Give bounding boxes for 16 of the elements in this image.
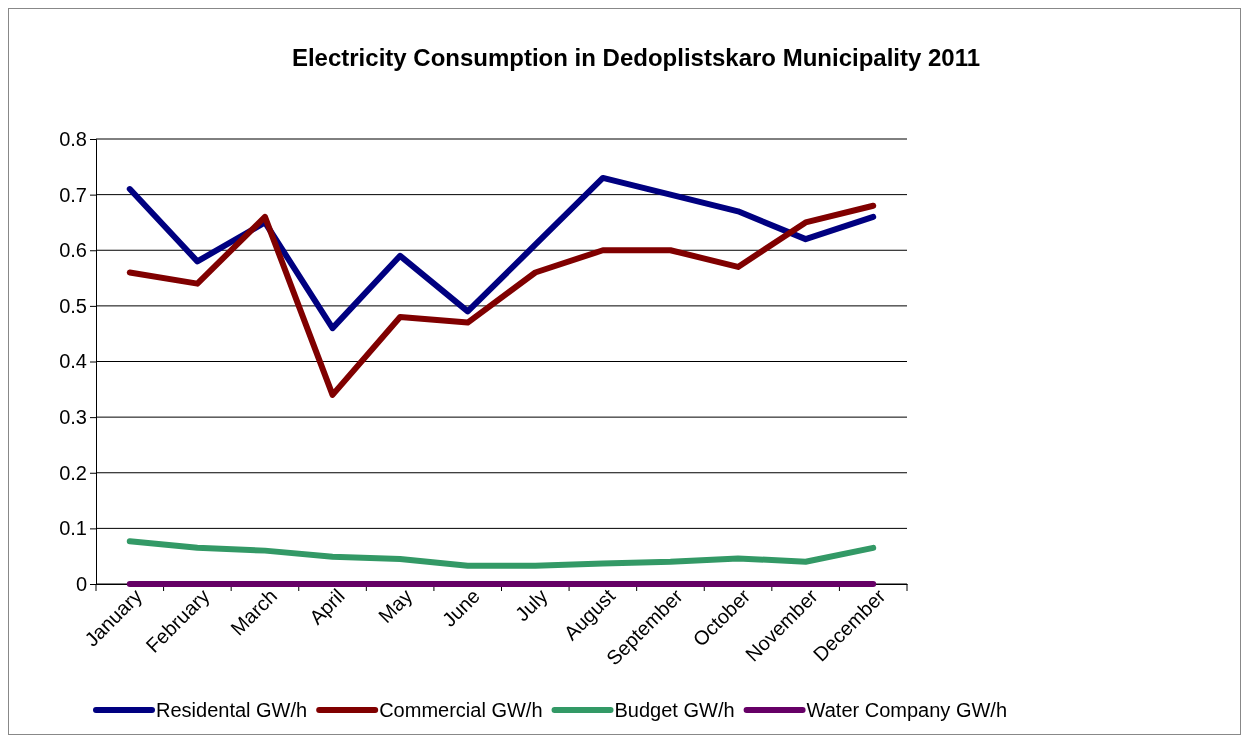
y-tick-label: 0.5 xyxy=(59,294,87,317)
legend-label: Residental GW/h xyxy=(156,699,308,721)
y-tick-label: 0.6 xyxy=(59,239,87,262)
chart-title: Electricity Consumption in Dedoplistskaro Municipality 2011 xyxy=(291,44,981,71)
x-tick-label: July xyxy=(510,584,552,626)
y-tick-label: 0.8 xyxy=(59,127,87,150)
legend-label: Commercial GW/h xyxy=(379,699,543,721)
y-tick-label: 0.1 xyxy=(59,517,87,540)
legend-label: Budget GW/h xyxy=(614,699,735,721)
y-tick-label: 0.4 xyxy=(59,350,87,373)
y-tick-label: 0 xyxy=(75,572,87,595)
y-tick-label: 0.2 xyxy=(59,461,87,484)
y-tick-label: 0.7 xyxy=(59,183,87,206)
legend-label: Water Company GW/h xyxy=(806,699,1008,721)
x-tick-label: May xyxy=(374,584,417,627)
y-tick-label: 0.3 xyxy=(59,406,87,429)
